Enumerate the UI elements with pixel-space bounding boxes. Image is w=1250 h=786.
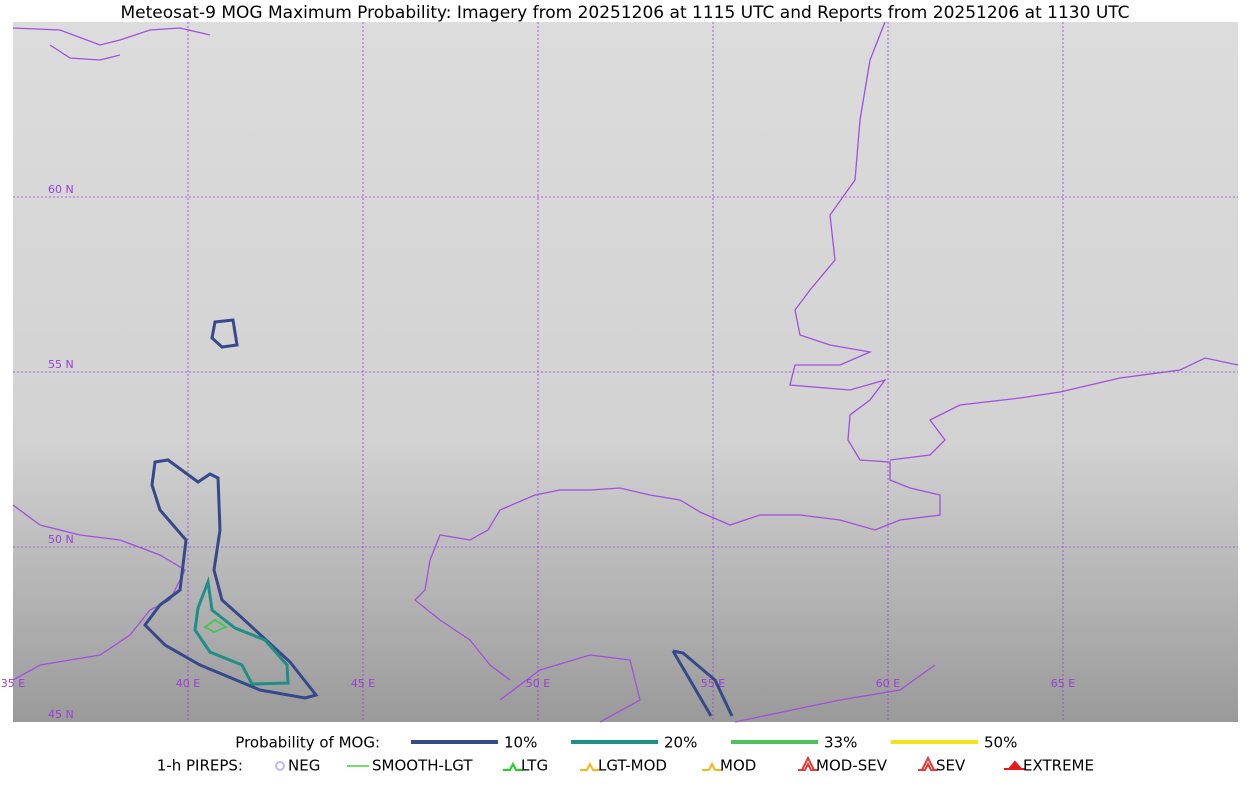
legend-symbol bbox=[275, 761, 285, 771]
lon-label: 60 E bbox=[876, 677, 900, 690]
legend-symbol bbox=[503, 761, 523, 771]
lon-label: 65 E bbox=[1051, 677, 1075, 690]
legend-label: MOD-SEV bbox=[816, 757, 888, 775]
legend-label: SEV bbox=[936, 757, 966, 775]
legend-symbol bbox=[1004, 760, 1026, 770]
lat-label: 55 N bbox=[48, 358, 74, 371]
legend-label: NEG bbox=[288, 757, 320, 775]
legend-label: 10% bbox=[504, 734, 537, 752]
lat-label: 60 N bbox=[48, 183, 74, 196]
legend-symbol bbox=[918, 755, 938, 771]
title: Meteosat-9 MOG Maximum Probability: Imag… bbox=[120, 3, 1129, 23]
coastlines bbox=[12, 21, 1239, 723]
mog-contours bbox=[143, 318, 734, 717]
graticule: 60 N55 N50 N45 N35 E 40 E 45 E 50 E 55 E 60 E… bbox=[1, 22, 1238, 722]
lat-label: 45 N bbox=[48, 708, 74, 721]
legend-symbol bbox=[580, 761, 600, 771]
legend-label: 20% bbox=[664, 734, 697, 752]
legend-label: LGT-MOD bbox=[598, 757, 667, 775]
legend-label: 50% bbox=[984, 734, 1017, 752]
lon-label: 40 E bbox=[176, 677, 200, 690]
lon-label: 50 E bbox=[526, 677, 550, 690]
legend-label: LTG bbox=[521, 757, 548, 775]
lat-label: 50 N bbox=[48, 533, 74, 546]
lon-label: 35 E bbox=[1, 677, 25, 690]
legend-label: SMOOTH-LGT bbox=[372, 757, 473, 775]
lon-label: 45 E bbox=[351, 677, 375, 690]
legend-symbol bbox=[798, 755, 818, 771]
legend-label: 33% bbox=[824, 734, 857, 752]
legend: Probability of MOG: 10% 20% 33% 50% 1-h PIREP… bbox=[157, 734, 1094, 775]
legend-label: MOD bbox=[720, 757, 756, 775]
legend-symbol bbox=[702, 761, 722, 771]
legend-label: EXTREME bbox=[1023, 757, 1094, 775]
legend-title: Probability of MOG: bbox=[235, 734, 380, 752]
legend-title: 1-h PIREPS: bbox=[157, 757, 243, 775]
